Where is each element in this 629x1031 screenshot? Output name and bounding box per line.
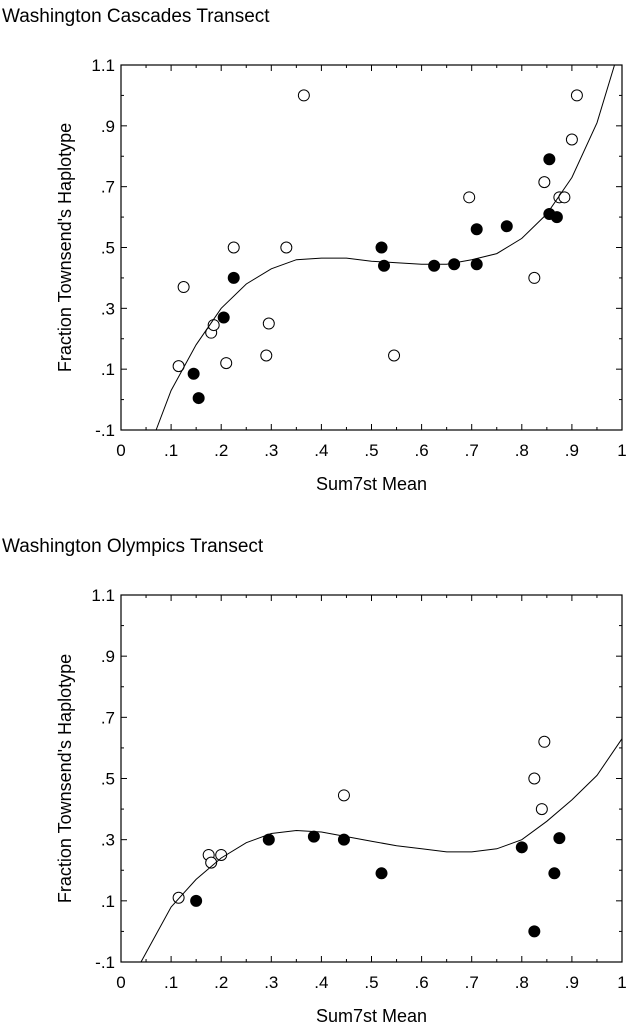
y-tick-label: .7 <box>101 708 115 727</box>
filled-point <box>227 271 240 284</box>
chart-0: 0 .1 .2 .3 .4 .5 .6 .7 .8 .9 1 -.1 .1 .3 .5 .7 .9 1.1 Sum7… <box>55 56 627 494</box>
x-axis-label: Sum7st Mean <box>316 474 427 494</box>
filled-point <box>378 259 391 272</box>
y-tick-label: .1 <box>101 360 115 379</box>
open-point <box>215 848 228 861</box>
y-tick-label: .3 <box>101 831 115 850</box>
open-point <box>205 856 218 869</box>
x-tick-label: .9 <box>565 973 579 992</box>
filled-point <box>307 830 320 843</box>
y-tick-label: .9 <box>101 647 115 666</box>
filled-point <box>190 894 203 907</box>
open-point <box>538 735 551 748</box>
x-tick-label: 1 <box>617 973 626 992</box>
y-axis-label: Fraction Townsend's Haplotype <box>55 654 75 903</box>
x-tick-label: .5 <box>364 441 378 460</box>
open-point <box>558 191 571 204</box>
filled-point <box>553 832 566 845</box>
open-point <box>528 271 541 284</box>
x-tick-label: .6 <box>415 441 429 460</box>
x-tick-label: .5 <box>364 973 378 992</box>
y-tick-label: -.1 <box>95 421 115 440</box>
y-tick-label: .1 <box>101 892 115 911</box>
x-tick-label: .4 <box>314 973 328 992</box>
x-tick-label: .4 <box>314 441 328 460</box>
filled-point <box>470 223 483 236</box>
open-point <box>538 176 551 189</box>
open-point <box>528 772 541 785</box>
filled-point <box>550 211 563 224</box>
filled-point <box>428 259 441 272</box>
fitted-curve <box>140 738 622 962</box>
filled-point <box>217 311 230 324</box>
filled-point <box>448 258 461 271</box>
filled-point <box>543 153 556 166</box>
y-tick-label: .9 <box>101 117 115 136</box>
y-tick-label: 1.1 <box>91 56 115 75</box>
x-tick-label: .8 <box>515 441 529 460</box>
open-point <box>535 803 548 816</box>
filled-point <box>548 867 561 880</box>
y-tick-label: .5 <box>101 239 115 258</box>
y-tick-label: .7 <box>101 178 115 197</box>
x-tick-label: .2 <box>214 973 228 992</box>
x-tick-label: .8 <box>515 973 529 992</box>
chart-1: 0 .1 .2 .3 .4 .5 .6 .7 .8 .9 1 -.1 .1 .3 .5 .7 .9 1.1 Sum7… <box>55 586 627 1026</box>
y-tick-label: 1.1 <box>91 586 115 605</box>
y-tick-label: -.1 <box>95 953 115 972</box>
x-axis-label: Sum7st Mean <box>316 1006 427 1026</box>
open-point <box>297 89 310 102</box>
open-point <box>463 191 476 204</box>
open-point <box>565 133 578 146</box>
filled-point <box>528 925 541 938</box>
filled-point <box>470 258 483 271</box>
filled-point <box>187 367 200 380</box>
x-tick-label: 1 <box>617 441 626 460</box>
chart-title-cascades: Washington Cascades Transect <box>2 6 270 27</box>
x-tick-label: .3 <box>264 441 278 460</box>
filled-point <box>375 867 388 880</box>
open-point <box>388 349 401 362</box>
x-tick-label: 0 <box>116 973 125 992</box>
y-tick-label: .3 <box>101 299 115 318</box>
x-tick-label: .1 <box>164 441 178 460</box>
x-tick-label: 0 <box>116 441 125 460</box>
open-point <box>227 241 240 254</box>
x-tick-label: .6 <box>415 973 429 992</box>
y-axis-label: Fraction Townsend's Haplotype <box>55 123 75 372</box>
plot-frame <box>120 594 623 963</box>
y-tick-label: .5 <box>101 770 115 789</box>
open-point <box>262 317 275 330</box>
filled-point <box>192 392 205 405</box>
x-tick-label: .1 <box>164 973 178 992</box>
fitted-curve <box>155 65 615 430</box>
filled-point <box>515 841 528 854</box>
x-tick-label: .3 <box>264 973 278 992</box>
open-point <box>260 349 273 362</box>
filled-point <box>375 241 388 254</box>
open-point <box>177 281 190 294</box>
x-tick-label: .2 <box>214 441 228 460</box>
filled-point <box>500 220 513 233</box>
open-point <box>280 241 293 254</box>
x-tick-label: .9 <box>565 441 579 460</box>
x-tick-label: .7 <box>465 973 479 992</box>
chart-title-olympics: Washington Olympics Transect <box>2 536 264 557</box>
open-point <box>337 789 350 802</box>
x-tick-label: .7 <box>465 441 479 460</box>
open-point <box>220 357 233 370</box>
open-point <box>570 89 583 102</box>
